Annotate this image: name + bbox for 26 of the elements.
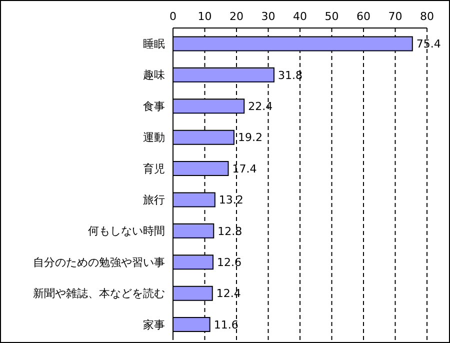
x-tick-label: 0 (170, 10, 176, 23)
data-label: 12.4 (216, 287, 241, 300)
x-tick-label: 30 (261, 10, 276, 23)
data-label: 75.4 (416, 38, 441, 51)
data-label: 13.2 (218, 194, 244, 207)
data-label: 11.6 (214, 318, 238, 332)
y-tick-label: 運動 (143, 131, 165, 144)
y-tick-label: 何もしない時間 (88, 224, 165, 238)
x-tick-label: 80 (420, 10, 434, 23)
x-tick-label: 50 (324, 10, 339, 23)
y-tick-label: 旅行 (143, 194, 165, 207)
y-tick-label: 家事 (143, 318, 165, 332)
y-tick-label: 新聞や雑誌、本などを読む (33, 287, 165, 300)
y-tick-label: 趣味 (143, 68, 165, 82)
y-tick-label: 睡眠 (143, 38, 165, 51)
data-label: 31.8 (278, 68, 302, 82)
x-tick-label: 20 (230, 10, 244, 23)
x-tick-label: 40 (293, 10, 307, 23)
x-tick-label: 10 (198, 10, 212, 23)
x-tick-label: 60 (356, 10, 370, 23)
y-tick-label: 育児 (143, 162, 165, 176)
y-tick-label: 食事 (143, 100, 165, 113)
data-label: 22.4 (248, 100, 273, 114)
data-label: 19.2 (238, 131, 262, 144)
x-tick-label: 70 (388, 10, 402, 23)
y-tick-label: 自分のための勉強や習い事 (33, 256, 165, 269)
